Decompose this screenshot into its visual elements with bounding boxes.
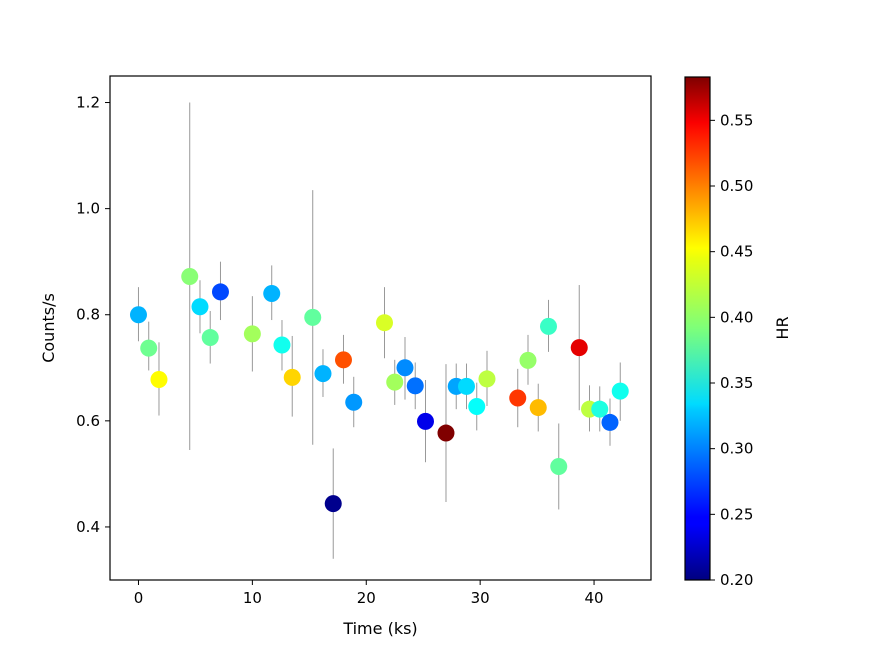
- y-tick-label: 0.4: [76, 518, 100, 536]
- data-point: [539, 317, 557, 335]
- data-point: [243, 325, 261, 343]
- x-tick-label: 10: [243, 589, 262, 607]
- y-tick-label: 1.2: [76, 94, 100, 112]
- data-point: [334, 351, 352, 369]
- data-point: [181, 268, 199, 286]
- x-tick-label: 30: [471, 589, 490, 607]
- y-axis-ticks: 0.4 0.6 0.8 1.0 1.2: [76, 94, 110, 536]
- data-point: [611, 382, 629, 400]
- data-point: [273, 336, 291, 354]
- y-tick-label: 0.8: [76, 306, 100, 324]
- data-point: [591, 400, 609, 418]
- data-point: [386, 373, 404, 391]
- data-point: [375, 314, 393, 332]
- plot-frame: [109, 75, 652, 581]
- data-point: [468, 398, 486, 416]
- data-point: [263, 285, 281, 303]
- x-tick-label: 20: [357, 589, 376, 607]
- data-point: [457, 377, 475, 395]
- data-point: [437, 424, 455, 442]
- data-point: [304, 308, 322, 326]
- y-axis-label: Counts/s: [39, 293, 58, 363]
- y-tick-label: 0.6: [76, 412, 100, 430]
- data-point: [191, 298, 209, 316]
- colorbar-tick-label: 0.50: [720, 177, 753, 195]
- data-point: [396, 359, 414, 377]
- data-point: [519, 351, 537, 369]
- data-point: [150, 370, 168, 388]
- x-tick-label: 40: [585, 589, 604, 607]
- data-point: [201, 329, 219, 347]
- data-point: [478, 370, 496, 388]
- data-point: [416, 412, 434, 430]
- colorbar-tick-label: 0.35: [720, 374, 753, 392]
- data-point: [283, 368, 301, 386]
- colorbar-ticks: 0.20 0.25 0.30 0.35 0.40 0.45 0.50 0.55: [710, 111, 753, 589]
- colorbar-tick-label: 0.40: [720, 308, 753, 326]
- data-point: [324, 495, 342, 513]
- colorbar-label: HR: [773, 316, 792, 339]
- colorbar: [684, 76, 711, 581]
- data-point: [601, 413, 619, 431]
- data-point: [529, 399, 547, 417]
- colorbar-tick-label: 0.20: [720, 571, 753, 589]
- data-point: [570, 339, 588, 357]
- data-point: [140, 339, 158, 357]
- data-point: [314, 365, 332, 383]
- data-point: [550, 457, 568, 475]
- x-tick-label: 0: [134, 589, 144, 607]
- data-point: [406, 377, 424, 395]
- data-point: [509, 389, 527, 407]
- data-point: [211, 283, 229, 301]
- markers: [129, 268, 629, 513]
- colorbar-tick-label: 0.25: [720, 505, 753, 523]
- data-point: [129, 306, 147, 324]
- colorbar-tick-label: 0.45: [720, 243, 753, 261]
- colorbar-tick-label: 0.55: [720, 111, 753, 129]
- x-axis-label: Time (ks): [342, 619, 417, 638]
- x-axis-ticks: 0 10 20 30 40: [134, 580, 604, 607]
- data-point: [345, 393, 363, 411]
- y-tick-label: 1.0: [76, 200, 100, 218]
- colorbar-tick-label: 0.30: [720, 440, 753, 458]
